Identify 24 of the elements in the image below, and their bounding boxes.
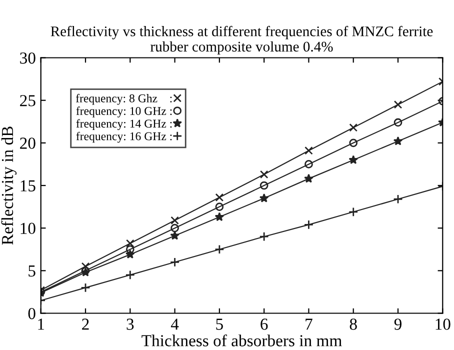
x-tick-label: 10 <box>436 318 450 330</box>
y-tick-label: 10 <box>20 222 36 234</box>
x-tick-label: 3 <box>126 318 134 330</box>
y-tick-label: 20 <box>20 138 36 149</box>
x-tick-label: 4 <box>170 318 179 330</box>
y-tick-label: 5 <box>28 266 36 277</box>
legend-label: frequency: 14 GHz : <box>76 119 172 130</box>
chart-title: Reflectivity vs thickness at different frequencies of MNZC ferrite rubber composite volume 0.4% <box>50 26 433 55</box>
y-tick-label: 15 <box>20 180 36 192</box>
x-axis-title: Thickness of absorbers in mm <box>142 334 342 346</box>
x-tick-label: 6 <box>260 318 268 330</box>
y-axis-title: Reflectivity in dB <box>1 126 17 245</box>
y-tick-label: 30 <box>20 52 36 64</box>
x-tick-label: 1 <box>38 318 44 330</box>
x-tick-label: 5 <box>216 318 223 330</box>
y-tick-label: 0 <box>28 308 36 320</box>
y-tick-label: 25 <box>20 95 36 106</box>
legend-label: frequency: 8 Ghz : <box>76 94 172 105</box>
legend-label: frequency: 16 GHz : <box>76 132 172 143</box>
x-tick-label: 2 <box>82 318 89 330</box>
x-tick-label: 8 <box>350 318 357 330</box>
x-tick-label: 7 <box>306 318 312 330</box>
legend-label: frequency: 10 GHz : <box>76 106 172 118</box>
x-tick-label: 9 <box>394 318 402 330</box>
